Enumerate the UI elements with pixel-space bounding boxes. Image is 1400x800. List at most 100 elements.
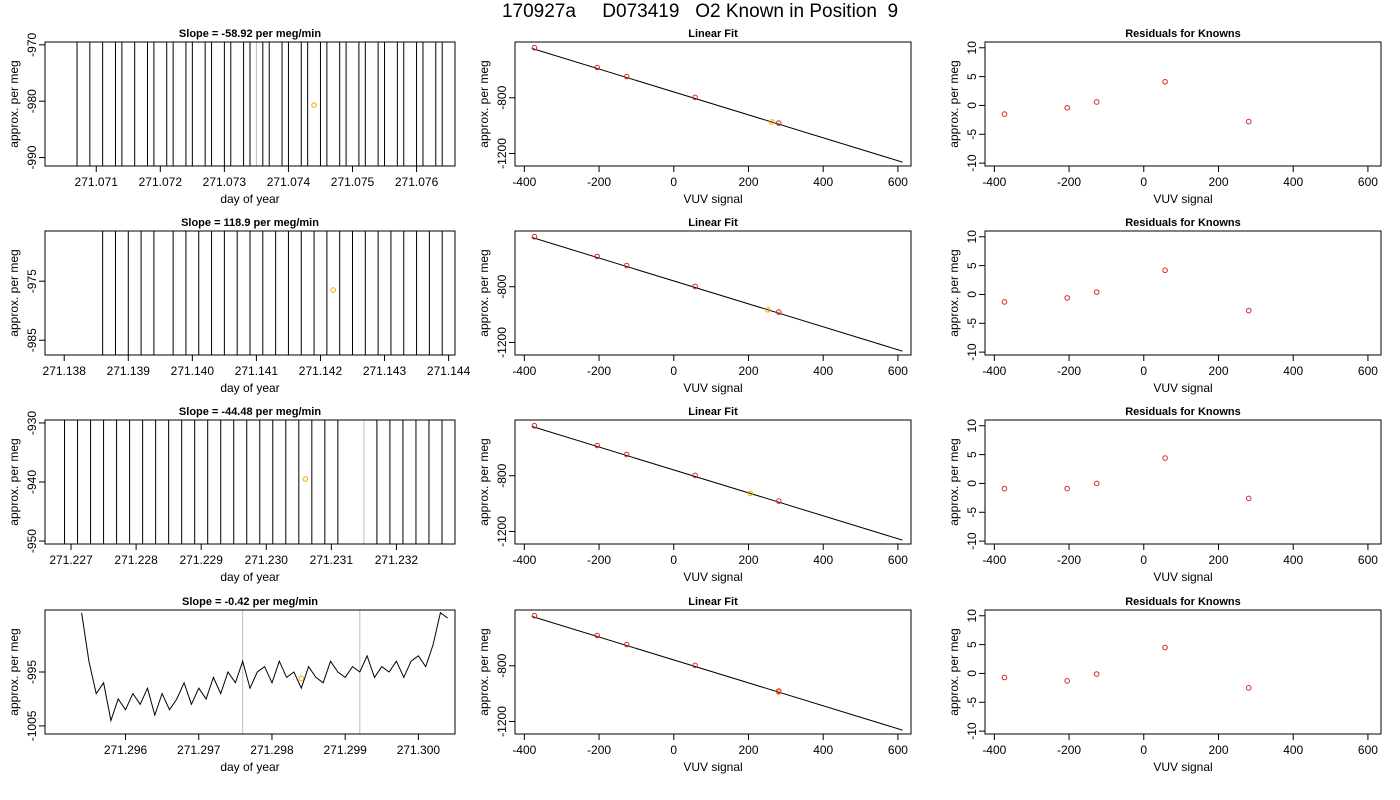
plot-area	[531, 44, 903, 163]
unknown-sample-point	[298, 675, 305, 682]
known-standard-point	[692, 472, 698, 479]
y-tick-label: -1005	[25, 710, 39, 741]
panel-title: Linear Fit	[688, 28, 738, 40]
y-tick-label: 10	[965, 230, 979, 244]
residual-point	[1001, 485, 1008, 492]
y-tick-label: -10	[965, 722, 979, 740]
y-tick-label: -970	[25, 32, 39, 56]
y-axis-label: approx. per meg	[947, 438, 961, 525]
x-tick-label: 271.141	[235, 364, 279, 378]
plot-frame	[44, 41, 456, 167]
y-axis-label: approx. per meg	[947, 628, 961, 715]
y-tick-label: -5	[965, 697, 979, 708]
x-tick-label: 200	[738, 743, 758, 757]
plot-frame	[44, 609, 456, 735]
panel-r4-c1: Slope = -0.42 per meg/min 271.296 271.297 2…	[7, 596, 456, 774]
panel-title: Slope = 118.9 per meg/min	[181, 217, 319, 229]
panel-title: Slope = -0.42 per meg/min	[182, 596, 318, 608]
y-tick-label: -940	[25, 470, 39, 494]
x-axis-label: day of year	[220, 381, 279, 395]
x-tick-label: -200	[587, 175, 611, 189]
residual-point	[1093, 99, 1100, 105]
x-tick-label: 0	[1140, 743, 1147, 757]
fit-line	[531, 47, 903, 163]
x-tick-label: -400	[512, 553, 536, 567]
x-tick-label: 271.072	[139, 175, 183, 189]
y-tick-label: -985	[25, 328, 39, 352]
y-tick-label: 5	[965, 73, 979, 80]
fit-line	[531, 236, 903, 352]
plot-area	[102, 231, 443, 355]
residual-point	[1001, 299, 1008, 305]
known-standard-point	[594, 632, 600, 639]
x-tick-label: 600	[1358, 175, 1378, 189]
x-tick-label: 600	[888, 743, 908, 757]
residual-point	[1245, 118, 1252, 125]
plot-frame	[44, 230, 456, 356]
y-tick-label: 10	[965, 41, 979, 55]
y-axis-label: approx. per meg	[477, 249, 491, 336]
x-tick-label: 600	[888, 553, 908, 567]
y-tick-label: 10	[965, 609, 979, 623]
y-tick-label: 0	[965, 670, 979, 677]
x-tick-label: -200	[587, 364, 611, 378]
x-tick-label: 271.139	[107, 364, 151, 378]
y-tick-label: -10	[965, 154, 979, 172]
panel-r2-c3: Residuals for Knowns -400 -200 0 200 400 600 10…	[947, 217, 1382, 395]
x-tick-label: 271.297	[177, 743, 221, 757]
x-tick-label: 0	[670, 175, 677, 189]
plot-frame	[514, 609, 912, 735]
y-tick-label: 0	[965, 480, 979, 487]
x-tick-label: 0	[670, 553, 677, 567]
x-tick-label: 200	[1208, 175, 1228, 189]
unknown-sample-point	[765, 307, 771, 313]
x-tick-label: -400	[982, 553, 1006, 567]
x-tick-label: 271.138	[43, 364, 87, 378]
known-standard-point	[531, 422, 538, 429]
known-standard-point	[692, 662, 698, 669]
plot-area	[531, 422, 903, 541]
x-tick-label: 200	[738, 553, 758, 567]
unknown-sample-point	[311, 102, 317, 108]
y-tick-label: 5	[965, 262, 979, 269]
x-tick-label: 600	[1358, 743, 1378, 757]
x-tick-label: 271.232	[375, 553, 419, 567]
x-tick-label: -200	[1057, 364, 1081, 378]
panel-title: Slope = -44.48 per meg/min	[179, 406, 321, 418]
plot-frame	[984, 419, 1382, 545]
x-tick-label: 271.142	[299, 364, 343, 378]
known-standard-point	[623, 73, 630, 80]
plot-area	[76, 42, 443, 166]
x-tick-label: -400	[512, 175, 536, 189]
x-tick-label: 271.143	[363, 364, 407, 378]
x-tick-label: 400	[1283, 175, 1303, 189]
y-tick-label: 0	[965, 102, 979, 109]
figure-title: 170927a D073419 O2 Known in Position 9	[501, 1, 899, 22]
known-standard-point	[531, 44, 538, 51]
panel-r3-c3: Residuals for Knowns -400 -200 0 200 400 600 10…	[947, 406, 1382, 584]
x-tick-label: 271.144	[427, 364, 471, 378]
y-tick-label: 0	[965, 291, 979, 298]
unknown-sample-point	[747, 490, 754, 497]
x-tick-label: -400	[982, 175, 1006, 189]
unknown-sample-point	[330, 287, 337, 293]
residual-point	[1162, 455, 1168, 461]
plot-area	[1001, 455, 1252, 502]
x-tick-label: 400	[1283, 743, 1303, 757]
x-tick-label: 271.073	[203, 175, 247, 189]
x-tick-label: 271.227	[49, 553, 93, 567]
x-tick-label: 0	[1140, 364, 1147, 378]
x-tick-label: -200	[587, 743, 611, 757]
x-tick-label: -400	[512, 743, 536, 757]
unknown-sample-point	[768, 119, 775, 125]
x-tick-label: 271.075	[331, 175, 375, 189]
y-tick-label: -950	[25, 529, 39, 553]
x-tick-label: 271.229	[179, 553, 223, 567]
known-standard-point	[531, 233, 538, 240]
panel-title: Residuals for Knowns	[1125, 406, 1241, 418]
plot-frame	[984, 41, 1382, 167]
y-tick-label: -980	[25, 89, 39, 113]
x-tick-label: 200	[1208, 743, 1228, 757]
known-standard-point	[623, 451, 630, 458]
